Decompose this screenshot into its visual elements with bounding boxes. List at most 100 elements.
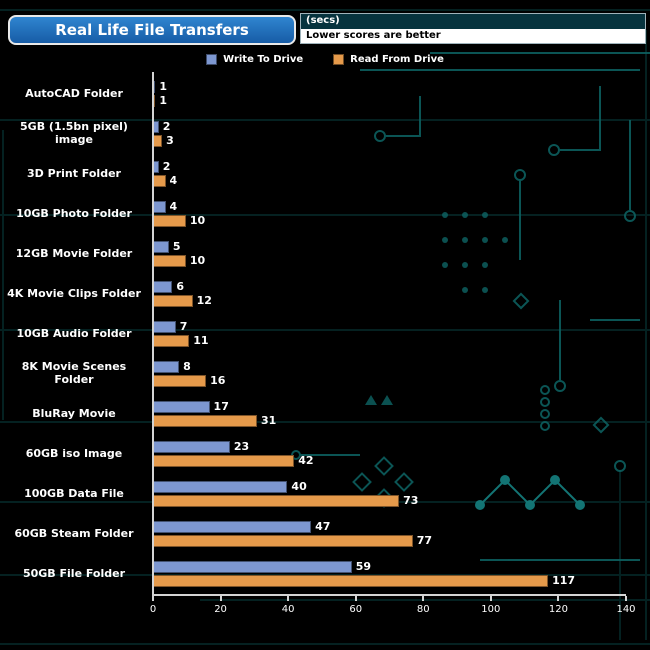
x-tick-label: 40 — [281, 604, 295, 615]
bar-pair: 8 16 — [152, 354, 626, 394]
x-tick-mark — [219, 596, 222, 601]
legend: Write To Drive Read From Drive — [0, 54, 650, 65]
legend-label-write: Write To Drive — [223, 54, 304, 65]
value-label: 1 — [159, 80, 168, 93]
bar-line: 17 — [152, 401, 626, 413]
bar-read-from-drive — [152, 295, 193, 307]
value-label: 31 — [260, 414, 277, 427]
value-label: 77 — [416, 534, 432, 547]
category-label: 50GB File Folder — [22, 566, 126, 580]
chart-row: 10GB Audio Folder 7 11 — [0, 314, 626, 354]
category-label: 10GB Audio Folder — [16, 326, 132, 340]
chart-title-box: Real Life File Transfers — [8, 15, 296, 45]
category-label: 60GB Steam Folder — [14, 526, 134, 540]
bar-pair: 5 10 — [152, 234, 626, 274]
bar-line: 5 — [152, 241, 626, 253]
chart-title: Real Life File Transfers — [55, 21, 249, 39]
bar-write-to-drive — [152, 521, 312, 533]
bar-line: 117 — [152, 575, 626, 587]
bar-line: 2 — [152, 161, 626, 173]
x-tick-label: 120 — [548, 604, 568, 615]
bar-line: 40 — [152, 481, 626, 493]
bar-read-from-drive — [152, 495, 400, 507]
value-label: 8 — [183, 360, 191, 373]
bar-write-to-drive — [152, 321, 176, 333]
x-tick-mark — [287, 596, 290, 601]
legend-item-read: Read From Drive — [333, 54, 444, 65]
category-label: AutoCAD Folder — [25, 86, 123, 100]
value-label: 40 — [291, 480, 307, 493]
bar-line: 12 — [152, 295, 626, 307]
bar-read-from-drive — [152, 455, 295, 467]
bar-line: 8 — [152, 361, 626, 373]
legend-label-read: Read From Drive — [350, 54, 444, 65]
category-label: 10GB Photo Folder — [16, 206, 132, 220]
value-label: 2 — [162, 160, 171, 173]
bar-line: 47 — [152, 521, 626, 533]
bar-line: 42 — [152, 455, 626, 467]
lower-scores-note: Lower scores are better — [301, 29, 645, 43]
chart-row: BluRay Movie 17 31 — [0, 394, 626, 434]
x-tick-label: 60 — [349, 604, 363, 615]
bar-read-from-drive — [152, 255, 186, 267]
category-label: 12GB Movie Folder — [15, 246, 133, 260]
category-label: 5GB (1.5bn pixel) image — [20, 120, 128, 146]
value-label: 2 — [162, 120, 171, 133]
bar-line: 7 — [152, 321, 626, 333]
bar-write-to-drive — [152, 561, 352, 573]
value-label: 3 — [166, 134, 174, 147]
bar-line: 4 — [152, 175, 626, 187]
bar-write-to-drive — [152, 401, 210, 413]
chart-row: 100GB Data File 40 73 — [0, 474, 626, 514]
value-label: 47 — [315, 520, 331, 533]
bar-line: 1 — [152, 81, 626, 93]
category-label: BluRay Movie — [32, 406, 116, 420]
chart-row: AutoCAD Folder 1 1 — [0, 74, 626, 114]
bar-line: 4 — [152, 201, 626, 213]
bar-line: 6 — [152, 281, 626, 293]
bar-write-to-drive — [152, 241, 169, 253]
chart-row: 8K Movie Scenes Folder 8 16 — [0, 354, 626, 394]
legend-swatch-read — [333, 54, 345, 65]
x-tick-mark — [422, 596, 425, 601]
value-label: 5 — [172, 240, 181, 253]
chart-row: 10GB Photo Folder 4 10 — [0, 194, 626, 234]
info-box: (secs) Lower scores are better — [300, 13, 646, 44]
units-label: (secs) — [301, 14, 645, 29]
bar-pair: 40 73 — [152, 474, 626, 514]
bar-pair: 47 77 — [152, 514, 626, 554]
value-label: 1 — [159, 94, 168, 107]
value-label: 4 — [169, 200, 178, 213]
bar-pair: 23 42 — [152, 434, 626, 474]
value-label: 6 — [176, 280, 184, 293]
bar-line: 10 — [152, 215, 626, 227]
bar-line: 3 — [152, 135, 626, 147]
chart-row: 12GB Movie Folder 5 10 — [0, 234, 626, 274]
x-tick-mark — [489, 596, 492, 601]
bar-line: 31 — [152, 415, 626, 427]
chart-row: 5GB (1.5bn pixel) image 2 3 — [0, 114, 626, 154]
bar-pair: 59 117 — [152, 554, 626, 594]
legend-item-write: Write To Drive — [206, 54, 303, 65]
bar-chart: AutoCAD Folder 1 1 5GB (1.5bn pixel) image 2… — [0, 72, 650, 622]
x-tick-label: 100 — [481, 604, 501, 615]
value-label: 4 — [169, 174, 178, 187]
bar-write-to-drive — [152, 481, 288, 493]
x-tick-label: 0 — [149, 604, 157, 615]
category-label: 3D Print Folder — [27, 166, 121, 180]
value-label: 23 — [233, 440, 250, 453]
category-label: 100GB Data File — [24, 486, 124, 500]
bar-line: 59 — [152, 561, 626, 573]
bar-read-from-drive — [152, 175, 166, 187]
bar-read-from-drive — [152, 415, 257, 427]
value-label: 11 — [193, 334, 209, 347]
bar-line: 73 — [152, 495, 626, 507]
bar-read-from-drive — [152, 535, 413, 547]
bar-write-to-drive — [152, 361, 180, 373]
bar-line: 23 — [152, 441, 626, 453]
x-tick-mark — [625, 596, 627, 601]
